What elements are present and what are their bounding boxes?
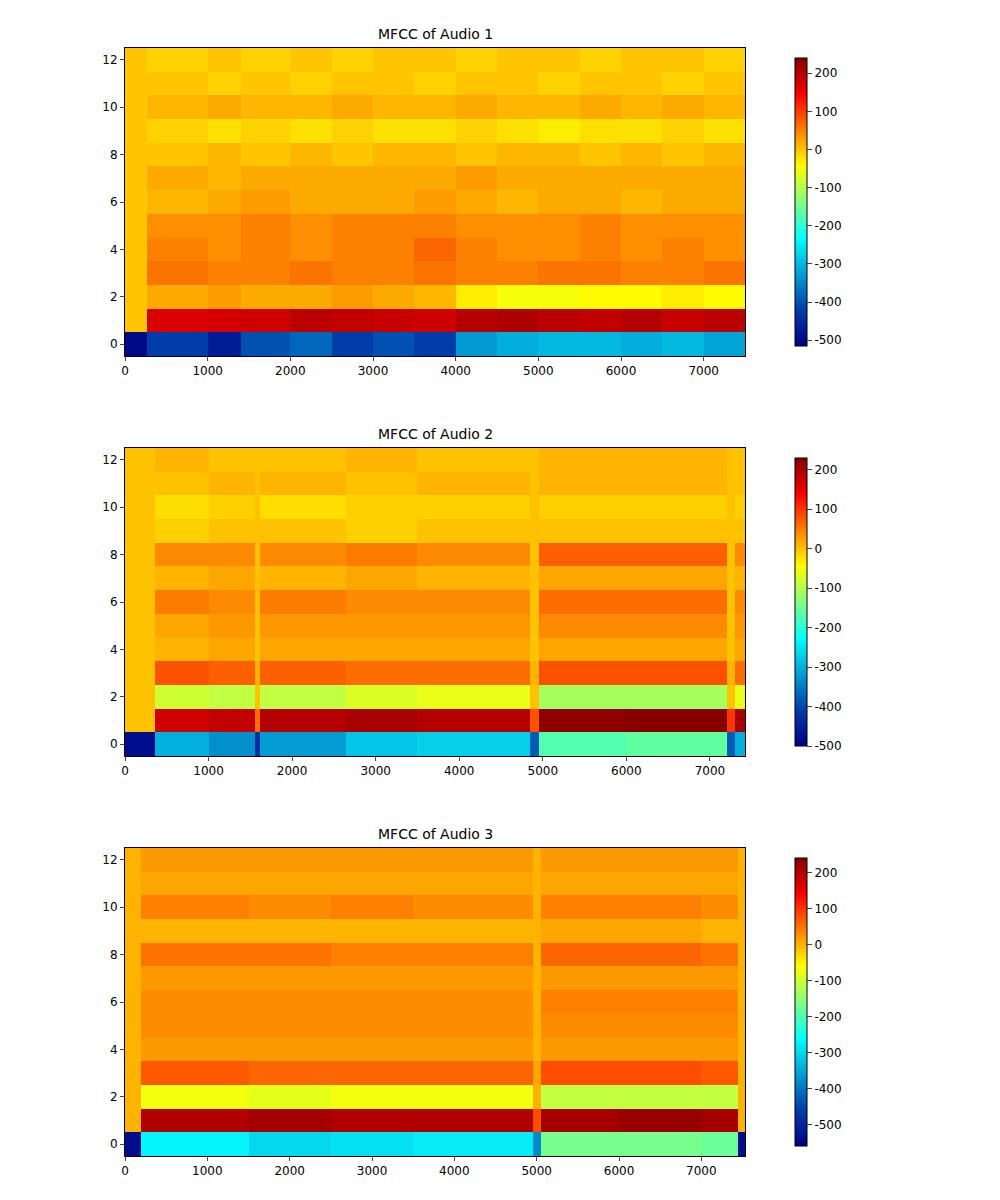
svg-text:-300: -300 [814, 257, 841, 271]
svg-text:-500: -500 [814, 333, 841, 347]
svg-text:6000: 6000 [606, 364, 637, 378]
svg-text:1000: 1000 [193, 764, 224, 778]
svg-text:2000: 2000 [277, 764, 308, 778]
svg-text:200: 200 [814, 463, 837, 477]
svg-text:3000: 3000 [360, 764, 391, 778]
svg-text:MFCC of Audio 3: MFCC of Audio 3 [378, 826, 493, 842]
svg-text:4000: 4000 [444, 764, 475, 778]
svg-text:7000: 7000 [695, 764, 726, 778]
svg-text:0: 0 [814, 938, 822, 952]
svg-text:6: 6 [110, 995, 118, 1009]
svg-text:10: 10 [102, 100, 117, 114]
svg-text:1000: 1000 [192, 364, 223, 378]
svg-text:12: 12 [102, 853, 117, 867]
svg-text:-100: -100 [814, 181, 841, 195]
svg-text:200: 200 [814, 66, 837, 80]
svg-text:-500: -500 [814, 739, 841, 753]
svg-text:5000: 5000 [521, 1164, 552, 1178]
svg-text:2: 2 [110, 1090, 118, 1104]
svg-text:200: 200 [814, 866, 837, 880]
svg-text:8: 8 [110, 548, 118, 562]
svg-text:2: 2 [110, 290, 118, 304]
svg-text:0: 0 [121, 364, 129, 378]
svg-text:-300: -300 [814, 1046, 841, 1060]
svg-text:4: 4 [110, 643, 118, 657]
svg-text:4000: 4000 [439, 1164, 470, 1178]
svg-text:-100: -100 [814, 581, 841, 595]
svg-text:10: 10 [102, 900, 117, 914]
svg-text:8: 8 [110, 148, 118, 162]
svg-text:4: 4 [110, 243, 118, 257]
svg-text:0: 0 [110, 1137, 118, 1151]
svg-text:100: 100 [814, 902, 837, 916]
svg-text:-200: -200 [814, 621, 841, 635]
svg-text:3000: 3000 [357, 1164, 388, 1178]
svg-text:5000: 5000 [528, 764, 559, 778]
svg-text:1000: 1000 [192, 1164, 223, 1178]
svg-text:-200: -200 [814, 219, 841, 233]
svg-text:6000: 6000 [611, 764, 642, 778]
svg-text:8: 8 [110, 948, 118, 962]
svg-text:4: 4 [110, 1043, 118, 1057]
svg-text:2000: 2000 [275, 364, 306, 378]
svg-text:6: 6 [110, 195, 118, 209]
svg-text:0: 0 [814, 143, 822, 157]
svg-text:12: 12 [102, 53, 117, 67]
svg-text:10: 10 [102, 500, 117, 514]
svg-text:2000: 2000 [274, 1164, 305, 1178]
svg-text:100: 100 [814, 105, 837, 119]
svg-text:2: 2 [110, 690, 118, 704]
svg-text:-400: -400 [814, 1082, 841, 1096]
svg-text:-100: -100 [814, 974, 841, 988]
svg-text:3000: 3000 [358, 364, 389, 378]
svg-text:6: 6 [110, 595, 118, 609]
svg-text:-400: -400 [814, 700, 841, 714]
svg-text:7000: 7000 [686, 1164, 717, 1178]
svg-text:MFCC of Audio 2: MFCC of Audio 2 [378, 426, 493, 442]
svg-text:6000: 6000 [604, 1164, 635, 1178]
svg-text:-500: -500 [814, 1118, 841, 1132]
svg-text:0: 0 [110, 737, 118, 751]
svg-text:100: 100 [814, 502, 837, 516]
svg-text:MFCC of Audio 1: MFCC of Audio 1 [378, 26, 493, 42]
svg-text:12: 12 [102, 453, 117, 467]
svg-text:0: 0 [121, 1164, 129, 1178]
svg-text:0: 0 [814, 542, 822, 556]
svg-text:4000: 4000 [440, 364, 471, 378]
svg-text:-400: -400 [814, 295, 841, 309]
svg-text:-300: -300 [814, 660, 841, 674]
svg-text:0: 0 [110, 337, 118, 351]
svg-text:0: 0 [121, 764, 129, 778]
svg-text:-200: -200 [814, 1010, 841, 1024]
svg-text:7000: 7000 [688, 364, 719, 378]
svg-text:5000: 5000 [523, 364, 554, 378]
